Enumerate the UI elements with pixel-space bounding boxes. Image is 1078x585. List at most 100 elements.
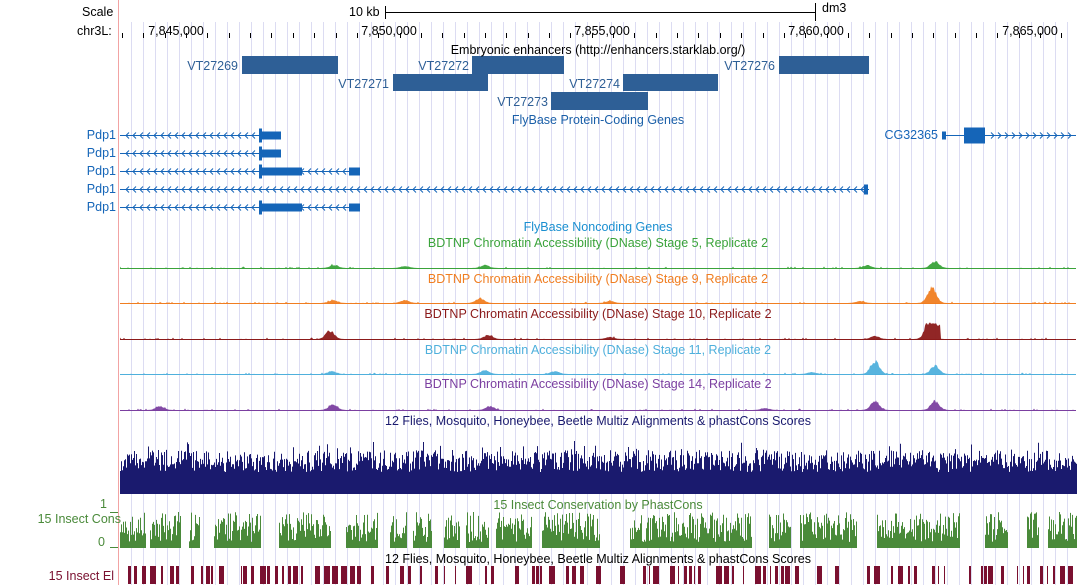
conserved-element: [795, 566, 799, 584]
strand-chevron: [335, 204, 340, 211]
strand-chevron: [174, 132, 179, 139]
strand-chevron: [307, 186, 312, 193]
conserved-element: [341, 566, 347, 584]
strand-chevron: [202, 204, 207, 211]
conserved-element: [161, 566, 163, 584]
conserved-element: [716, 566, 722, 584]
strand-chevron: [216, 186, 221, 193]
gene-label[interactable]: Pdp1: [86, 182, 116, 196]
strand-chevron: [531, 186, 536, 193]
phastcons-track-title[interactable]: 15 Insect Conservation by PhastCons: [493, 498, 703, 512]
elements-side-label[interactable]: 15 Insect El: [48, 569, 114, 583]
enhancer-block[interactable]: [551, 92, 648, 110]
conserved-element: [620, 566, 625, 584]
strand-chevron: [202, 150, 207, 157]
gene-label[interactable]: Pdp1: [86, 200, 116, 214]
gene-label[interactable]: Pdp1: [86, 164, 116, 178]
noncoding-track-title[interactable]: FlyBase Noncoding Genes: [523, 220, 673, 234]
strand-chevron: [342, 204, 347, 211]
dnase-stage14-title[interactable]: BDTNP Chromatin Accessibility (DNase) St…: [424, 377, 772, 391]
enhancer-block[interactable]: [472, 56, 564, 74]
strand-chevron: [223, 186, 228, 193]
conserved-element: [969, 566, 971, 584]
conserved-element: [350, 566, 355, 584]
enhancer-label[interactable]: VT27271: [338, 77, 389, 91]
phastcons-side-label[interactable]: 15 Insect Cons: [37, 512, 121, 526]
strand-chevron: [153, 132, 158, 139]
strand-chevron: [1032, 132, 1037, 139]
enhancer-label[interactable]: VT27269: [187, 59, 238, 73]
strand-chevron: [335, 168, 340, 175]
gene-label-cg32365[interactable]: CG32365: [884, 128, 938, 142]
enhancer-block[interactable]: [242, 56, 338, 74]
enhancer-label[interactable]: VT27276: [724, 59, 775, 73]
conserved-element: [301, 566, 303, 584]
strand-chevron: [230, 168, 235, 175]
conserved-element: [315, 566, 320, 584]
conserved-element: [275, 566, 278, 584]
enhancer-label[interactable]: VT27274: [569, 77, 620, 91]
gene-label[interactable]: Pdp1: [86, 128, 116, 142]
phastcons-ymax: 1: [100, 497, 107, 511]
strand-chevron: [223, 150, 228, 157]
strand-chevron: [153, 150, 158, 157]
strand-chevron: [314, 168, 319, 175]
dnase-stage9-title[interactable]: BDTNP Chromatin Accessibility (DNase) St…: [427, 272, 769, 286]
conserved-element: [211, 566, 213, 584]
conserved-element: [267, 566, 270, 584]
conserved-element: [596, 566, 601, 584]
exon-block: [349, 167, 360, 176]
enhancer-block[interactable]: [623, 74, 718, 91]
protein-coding-track-title[interactable]: FlyBase Protein-Coding Genes: [511, 113, 685, 127]
strand-chevron: [132, 204, 137, 211]
strand-chevron: [503, 186, 508, 193]
strand-chevron: [188, 168, 193, 175]
strand-chevron: [307, 168, 312, 175]
multiz-track-title[interactable]: 12 Flies, Mosquito, Honeybee, Beetle Mul…: [385, 414, 811, 428]
dnase-stage11-title[interactable]: BDTNP Chromatin Accessibility (DNase) St…: [424, 343, 772, 357]
conserved-element: [981, 566, 983, 584]
enhancer-label[interactable]: VT27273: [497, 95, 548, 109]
strand-chevron: [846, 186, 851, 193]
strand-chevron: [181, 204, 186, 211]
strand-chevron: [307, 204, 312, 211]
strand-chevron: [762, 186, 767, 193]
strand-chevron: [713, 186, 718, 193]
conserved-element: [206, 566, 210, 584]
strand-chevron: [657, 186, 662, 193]
strand-chevron: [454, 186, 459, 193]
strand-chevron: [125, 186, 130, 193]
strand-chevron: [125, 150, 130, 157]
multiz-signal: [120, 441, 1077, 494]
strand-chevron: [776, 186, 781, 193]
strand-chevron: [797, 186, 802, 193]
gene-label[interactable]: Pdp1: [86, 146, 116, 160]
conserved-element: [219, 566, 224, 584]
elements-track-title[interactable]: 12 Flies, Mosquito, Honeybee, Beetle Mul…: [385, 552, 811, 566]
enhancer-track-title[interactable]: Embryonic enhancers (http://enhancers.st…: [450, 43, 746, 57]
strand-chevron: [1018, 132, 1023, 139]
strand-chevron: [678, 186, 683, 193]
enhancer-block[interactable]: [779, 56, 869, 74]
strand-chevron: [153, 186, 158, 193]
strand-chevron: [335, 186, 340, 193]
enhancer-label[interactable]: VT27272: [418, 59, 469, 73]
strand-chevron: [573, 186, 578, 193]
strand-chevron: [811, 186, 816, 193]
strand-chevron: [769, 186, 774, 193]
strand-chevron: [195, 186, 200, 193]
enhancer-block[interactable]: [393, 74, 488, 91]
strand-chevron: [482, 186, 487, 193]
assembly-label: dm3: [822, 1, 847, 15]
strand-chevron: [223, 204, 228, 211]
dnase-stage10-title[interactable]: BDTNP Chromatin Accessibility (DNase) St…: [424, 307, 772, 321]
conserved-element: [466, 566, 472, 584]
dnase-stage5-title[interactable]: BDTNP Chromatin Accessibility (DNase) St…: [427, 236, 769, 250]
conserved-element: [515, 566, 519, 584]
strand-chevron: [643, 186, 648, 193]
strand-chevron: [223, 132, 228, 139]
strand-chevron: [244, 168, 249, 175]
strand-chevron: [167, 204, 172, 211]
strand-chevron: [237, 132, 242, 139]
